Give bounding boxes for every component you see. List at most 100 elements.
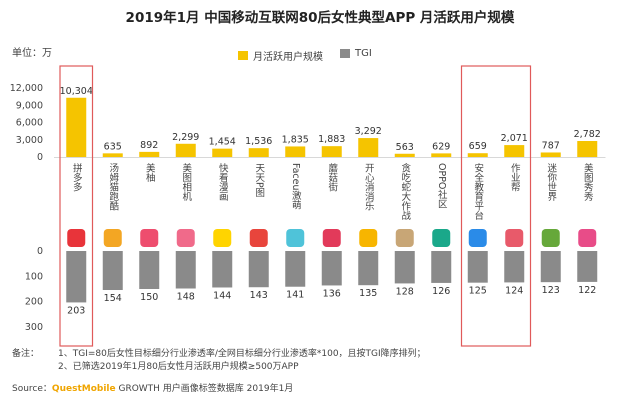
upper-axis-tick-label: 6,000 xyxy=(16,118,43,129)
tgi-bar xyxy=(504,251,525,283)
app-icon xyxy=(541,229,560,247)
mau-data-label: 629 xyxy=(432,141,450,152)
tgi-data-label: 125 xyxy=(469,286,487,297)
app-icon xyxy=(468,229,487,247)
mau-data-label: 1,536 xyxy=(245,136,272,147)
note-line-2: 2、已筛选2019年1月80后女性月活跃用户规模≥500万APP xyxy=(58,362,299,372)
tgi-bar xyxy=(102,251,123,291)
category-label: 天天P图 xyxy=(253,163,265,198)
tgi-data-label: 123 xyxy=(542,285,560,296)
unit-label: 单位：万 xyxy=(12,48,52,59)
category-label: 开心消消乐 xyxy=(363,163,375,211)
category-label: 汤姆猫跑酷 xyxy=(107,163,119,211)
category-label: 快看漫画 xyxy=(217,162,229,202)
tgi-data-label: 150 xyxy=(140,292,158,303)
category-label: 蘑菇街 xyxy=(326,162,338,192)
mau-data-label: 563 xyxy=(396,142,414,153)
tgi-bar xyxy=(248,251,269,288)
upper-axis-tick-label: 0 xyxy=(37,152,43,163)
tgi-data-label: 122 xyxy=(578,285,596,296)
legend-item-mau: 月活跃用户规模 xyxy=(238,48,323,63)
app-icon xyxy=(322,229,341,247)
tgi-data-label: 148 xyxy=(177,291,195,302)
category-label: 安全教育平台 xyxy=(472,162,484,221)
app-icon xyxy=(432,229,451,247)
mau-bar xyxy=(504,145,525,157)
upper-axis-tick-label: 12,000 xyxy=(10,83,43,94)
legend-label-mau: 月活跃用户规模 xyxy=(253,52,323,63)
tgi-data-label: 126 xyxy=(432,286,450,297)
app-icon xyxy=(140,229,159,247)
category-label: 贪吃蛇大作战 xyxy=(399,162,411,221)
highlight-box xyxy=(59,65,94,347)
app-icon xyxy=(505,229,524,247)
tgi-bar xyxy=(139,251,160,289)
mau-data-label: 10,304 xyxy=(60,86,93,97)
mau-data-label: 1,883 xyxy=(318,134,345,145)
mau-bar xyxy=(358,138,379,157)
tgi-bar xyxy=(467,251,488,283)
mau-bar xyxy=(431,153,452,157)
lower-axis-tick-label: 0 xyxy=(37,246,43,257)
mau-bar xyxy=(248,148,269,157)
mau-data-label: 2,071 xyxy=(501,133,528,144)
chart-title: 2019年1月 中国移动互联网80后女性典型APP 月活跃用户规模 xyxy=(125,10,515,26)
mau-bar xyxy=(577,141,598,157)
tgi-bar xyxy=(285,251,306,287)
source-rest: GROWTH 用户画像标签数据库 2019年1月 xyxy=(115,384,294,394)
source-prefix: Source： xyxy=(12,384,52,394)
tgi-data-label: 128 xyxy=(396,286,414,297)
lower-axis-tick-label: 200 xyxy=(25,297,43,308)
category-label: 拼多多 xyxy=(71,162,83,192)
mau-bar xyxy=(394,153,415,157)
mau-bar xyxy=(139,151,160,157)
category-label: 美柚 xyxy=(144,162,156,183)
tgi-data-label: 154 xyxy=(104,293,122,304)
category-label: 美图秀秀 xyxy=(582,162,594,202)
tgi-data-label: 143 xyxy=(250,290,268,301)
lower-axis-tick-label: 300 xyxy=(25,322,43,333)
mau-data-label: 892 xyxy=(140,140,158,151)
tgi-bar xyxy=(394,251,415,284)
app-icon xyxy=(213,229,232,247)
mau-data-label: 1,454 xyxy=(209,137,236,148)
tgi-data-label: 203 xyxy=(67,305,85,316)
mau-data-label: 659 xyxy=(469,141,487,152)
app-icon xyxy=(249,229,268,247)
tgi-data-label: 135 xyxy=(359,288,377,299)
tgi-bar xyxy=(66,251,87,303)
tgi-data-label: 124 xyxy=(505,285,523,296)
app-icon xyxy=(395,229,414,247)
legend-item-tgi: TGI xyxy=(340,48,372,59)
mau-data-label: 2,299 xyxy=(172,132,199,143)
app-icon xyxy=(176,229,195,247)
notes: 备注： 1、TGI=80后女性目标细分行业渗透率/全网目标细分行业渗透率*100… xyxy=(12,348,426,374)
tgi-bar xyxy=(175,251,196,289)
category-label: Faceu激萌 xyxy=(290,163,302,210)
upper-axis-tick-label: 3,000 xyxy=(16,135,43,146)
mau-data-label: 635 xyxy=(104,141,122,152)
tgi-bar xyxy=(540,251,561,283)
source-brand: QuestMobile xyxy=(51,384,116,394)
legend-label-tgi: TGI xyxy=(355,48,372,59)
category-label: 美图相机 xyxy=(180,162,192,202)
mau-bar xyxy=(467,153,488,157)
source-line: Source：QuestMobile GROWTH 用户画像标签数据库 2019… xyxy=(12,381,293,394)
tgi-data-label: 141 xyxy=(286,290,304,301)
upper-axis-tick-label: 9,000 xyxy=(16,100,43,111)
mau-bar xyxy=(321,146,342,157)
legend-swatch-tgi xyxy=(340,49,350,58)
notes-label: 备注： xyxy=(12,349,40,359)
mau-bar xyxy=(212,148,233,157)
legend-swatch-mau xyxy=(238,51,248,60)
mau-bar xyxy=(285,146,306,157)
tgi-data-label: 136 xyxy=(323,288,341,299)
app-icon xyxy=(359,229,378,247)
app-icon xyxy=(103,229,122,247)
tgi-bar xyxy=(321,251,342,286)
mau-data-label: 3,292 xyxy=(355,126,382,137)
mau-data-label: 1,835 xyxy=(282,134,309,145)
mau-bar xyxy=(175,143,196,157)
app-icon xyxy=(286,229,305,247)
